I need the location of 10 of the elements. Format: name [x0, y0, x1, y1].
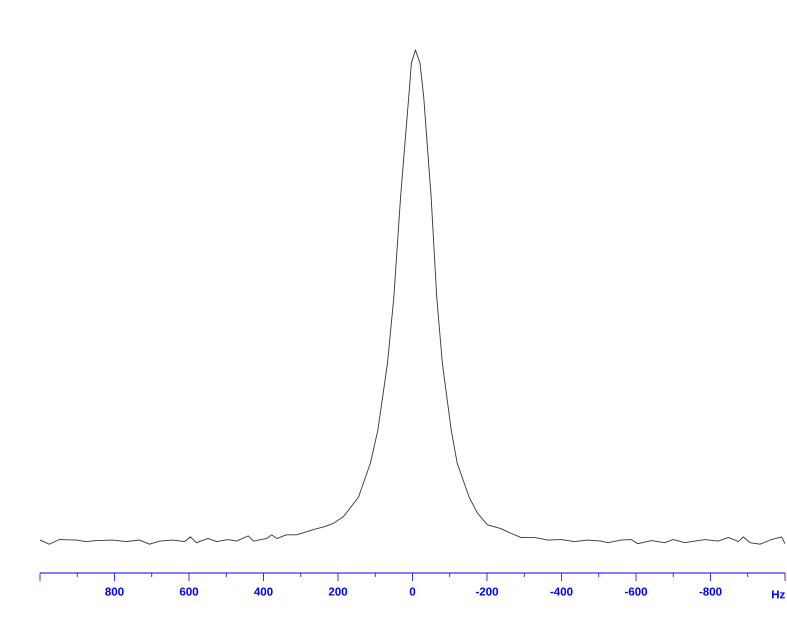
x-tick-label: -200 [476, 588, 498, 596]
x-tick-label: 400 [254, 588, 273, 596]
x-tick-label: 800 [105, 588, 124, 596]
x-tick-label: -400 [550, 588, 573, 596]
x-axis-title: Hz [772, 590, 785, 598]
x-tick-label: -600 [624, 588, 648, 596]
x-tick-label: -800 [699, 588, 722, 596]
x-tick-label: 600 [180, 588, 198, 596]
x-tick-label: 0 [410, 588, 416, 596]
x-tick-label: 200 [328, 588, 348, 596]
